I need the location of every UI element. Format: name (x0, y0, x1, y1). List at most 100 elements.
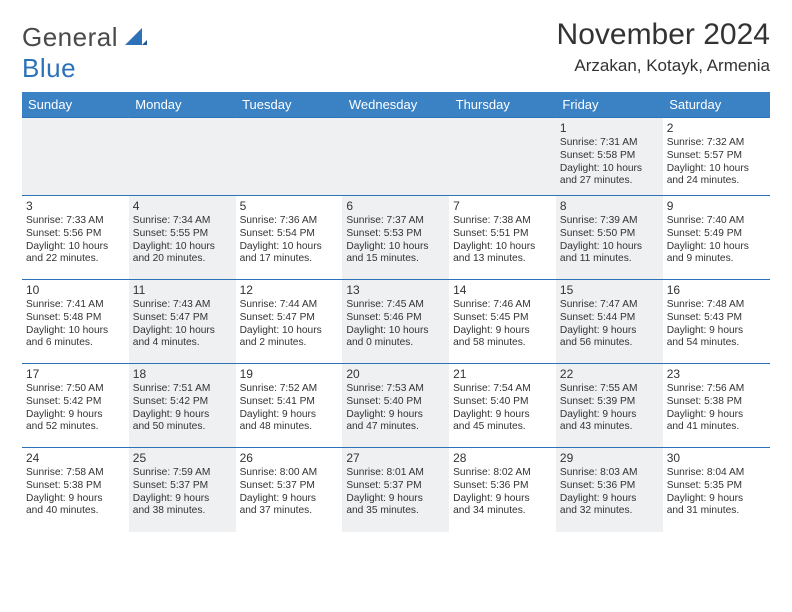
cell-line: Sunrise: 7:37 AM (346, 215, 445, 228)
cell-line: Sunset: 5:54 PM (240, 228, 339, 241)
cell-line: Sunset: 5:37 PM (346, 480, 445, 493)
calendar-week-row: 1Sunrise: 7:31 AMSunset: 5:58 PMDaylight… (22, 118, 770, 196)
cell-line: Daylight: 9 hours (560, 493, 659, 506)
calendar-week-row: 3Sunrise: 7:33 AMSunset: 5:56 PMDaylight… (22, 196, 770, 280)
cell-line: Sunset: 5:42 PM (133, 396, 232, 409)
cell-line: and 37 minutes. (240, 505, 339, 518)
cell-line: Daylight: 9 hours (346, 409, 445, 422)
brand-text-2: Blue (22, 53, 76, 83)
cell-line: and 50 minutes. (133, 421, 232, 434)
cell-line: and 0 minutes. (346, 337, 445, 350)
day-number: 27 (346, 451, 445, 466)
cell-line: Sunrise: 8:02 AM (453, 467, 552, 480)
day-header: Saturday (663, 92, 770, 118)
cell-line: and 45 minutes. (453, 421, 552, 434)
cell-line: Sunset: 5:36 PM (453, 480, 552, 493)
cell-line: Daylight: 10 hours (667, 163, 766, 176)
cell-line: Daylight: 10 hours (240, 241, 339, 254)
cell-line: and 38 minutes. (133, 505, 232, 518)
day-number: 21 (453, 367, 552, 382)
calendar-week-row: 24Sunrise: 7:58 AMSunset: 5:38 PMDayligh… (22, 448, 770, 532)
day-number: 23 (667, 367, 766, 382)
calendar-cell: 4Sunrise: 7:34 AMSunset: 5:55 PMDaylight… (129, 196, 236, 280)
day-number: 16 (667, 283, 766, 298)
location-line: Arzakan, Kotayk, Armenia (557, 56, 770, 76)
cell-line: and 58 minutes. (453, 337, 552, 350)
cell-line: Sunrise: 7:34 AM (133, 215, 232, 228)
cell-line: Sunset: 5:38 PM (667, 396, 766, 409)
cell-line: and 41 minutes. (667, 421, 766, 434)
cell-line: Sunset: 5:49 PM (667, 228, 766, 241)
day-number: 9 (667, 199, 766, 214)
cell-line: and 9 minutes. (667, 253, 766, 266)
cell-line: and 13 minutes. (453, 253, 552, 266)
brand-logo: General Blue (22, 22, 147, 84)
header-bar: General Blue November 2024 Arzakan, Kota… (22, 18, 770, 84)
cell-line: and 34 minutes. (453, 505, 552, 518)
brand-sail-icon (125, 33, 147, 50)
cell-line: and 48 minutes. (240, 421, 339, 434)
cell-line: Daylight: 9 hours (346, 493, 445, 506)
cell-line: Sunrise: 7:58 AM (26, 467, 125, 480)
cell-line: and 27 minutes. (560, 175, 659, 188)
cell-line: Sunrise: 7:32 AM (667, 137, 766, 150)
cell-line: Sunset: 5:58 PM (560, 150, 659, 163)
cell-line: and 17 minutes. (240, 253, 339, 266)
day-header: Monday (129, 92, 236, 118)
cell-line: Sunset: 5:51 PM (453, 228, 552, 241)
day-number: 24 (26, 451, 125, 466)
day-number: 13 (346, 283, 445, 298)
cell-line: Daylight: 9 hours (133, 409, 232, 422)
calendar-cell (236, 118, 343, 196)
day-number: 14 (453, 283, 552, 298)
cell-line: Daylight: 10 hours (26, 325, 125, 338)
cell-line: Daylight: 10 hours (667, 241, 766, 254)
day-number: 8 (560, 199, 659, 214)
calendar-cell: 27Sunrise: 8:01 AMSunset: 5:37 PMDayligh… (342, 448, 449, 532)
day-number: 25 (133, 451, 232, 466)
cell-line: Sunrise: 7:40 AM (667, 215, 766, 228)
cell-line: Sunset: 5:42 PM (26, 396, 125, 409)
calendar-cell: 21Sunrise: 7:54 AMSunset: 5:40 PMDayligh… (449, 364, 556, 448)
cell-line: Sunset: 5:47 PM (133, 312, 232, 325)
cell-line: Daylight: 9 hours (667, 493, 766, 506)
cell-line: Sunrise: 7:56 AM (667, 383, 766, 396)
cell-line: Sunrise: 7:50 AM (26, 383, 125, 396)
cell-line: Sunset: 5:40 PM (346, 396, 445, 409)
cell-line: Sunset: 5:35 PM (667, 480, 766, 493)
day-header-row: Sunday Monday Tuesday Wednesday Thursday… (22, 92, 770, 118)
calendar-cell: 28Sunrise: 8:02 AMSunset: 5:36 PMDayligh… (449, 448, 556, 532)
calendar-cell (22, 118, 129, 196)
day-number: 6 (346, 199, 445, 214)
day-number: 28 (453, 451, 552, 466)
cell-line: Sunrise: 7:46 AM (453, 299, 552, 312)
cell-line: and 31 minutes. (667, 505, 766, 518)
cell-line: Sunrise: 7:39 AM (560, 215, 659, 228)
calendar-cell: 1Sunrise: 7:31 AMSunset: 5:58 PMDaylight… (556, 118, 663, 196)
day-number: 30 (667, 451, 766, 466)
day-number: 3 (26, 199, 125, 214)
cell-line: Sunrise: 7:48 AM (667, 299, 766, 312)
cell-line: and 4 minutes. (133, 337, 232, 350)
cell-line: Daylight: 9 hours (560, 409, 659, 422)
cell-line: Sunset: 5:37 PM (133, 480, 232, 493)
cell-line: and 56 minutes. (560, 337, 659, 350)
calendar-cell: 18Sunrise: 7:51 AMSunset: 5:42 PMDayligh… (129, 364, 236, 448)
cell-line: Sunset: 5:47 PM (240, 312, 339, 325)
cell-line: Sunset: 5:40 PM (453, 396, 552, 409)
cell-line: Sunset: 5:44 PM (560, 312, 659, 325)
cell-line: Daylight: 9 hours (133, 493, 232, 506)
cell-line: Daylight: 10 hours (560, 241, 659, 254)
calendar-cell: 30Sunrise: 8:04 AMSunset: 5:35 PMDayligh… (663, 448, 770, 532)
cell-line: Sunset: 5:53 PM (346, 228, 445, 241)
day-number: 4 (133, 199, 232, 214)
cell-line: Sunrise: 7:51 AM (133, 383, 232, 396)
cell-line: Daylight: 10 hours (26, 241, 125, 254)
cell-line: Sunrise: 7:53 AM (346, 383, 445, 396)
cell-line: and 6 minutes. (26, 337, 125, 350)
day-number: 1 (560, 121, 659, 136)
cell-line: and 2 minutes. (240, 337, 339, 350)
day-header: Thursday (449, 92, 556, 118)
day-header: Wednesday (342, 92, 449, 118)
calendar-cell: 17Sunrise: 7:50 AMSunset: 5:42 PMDayligh… (22, 364, 129, 448)
